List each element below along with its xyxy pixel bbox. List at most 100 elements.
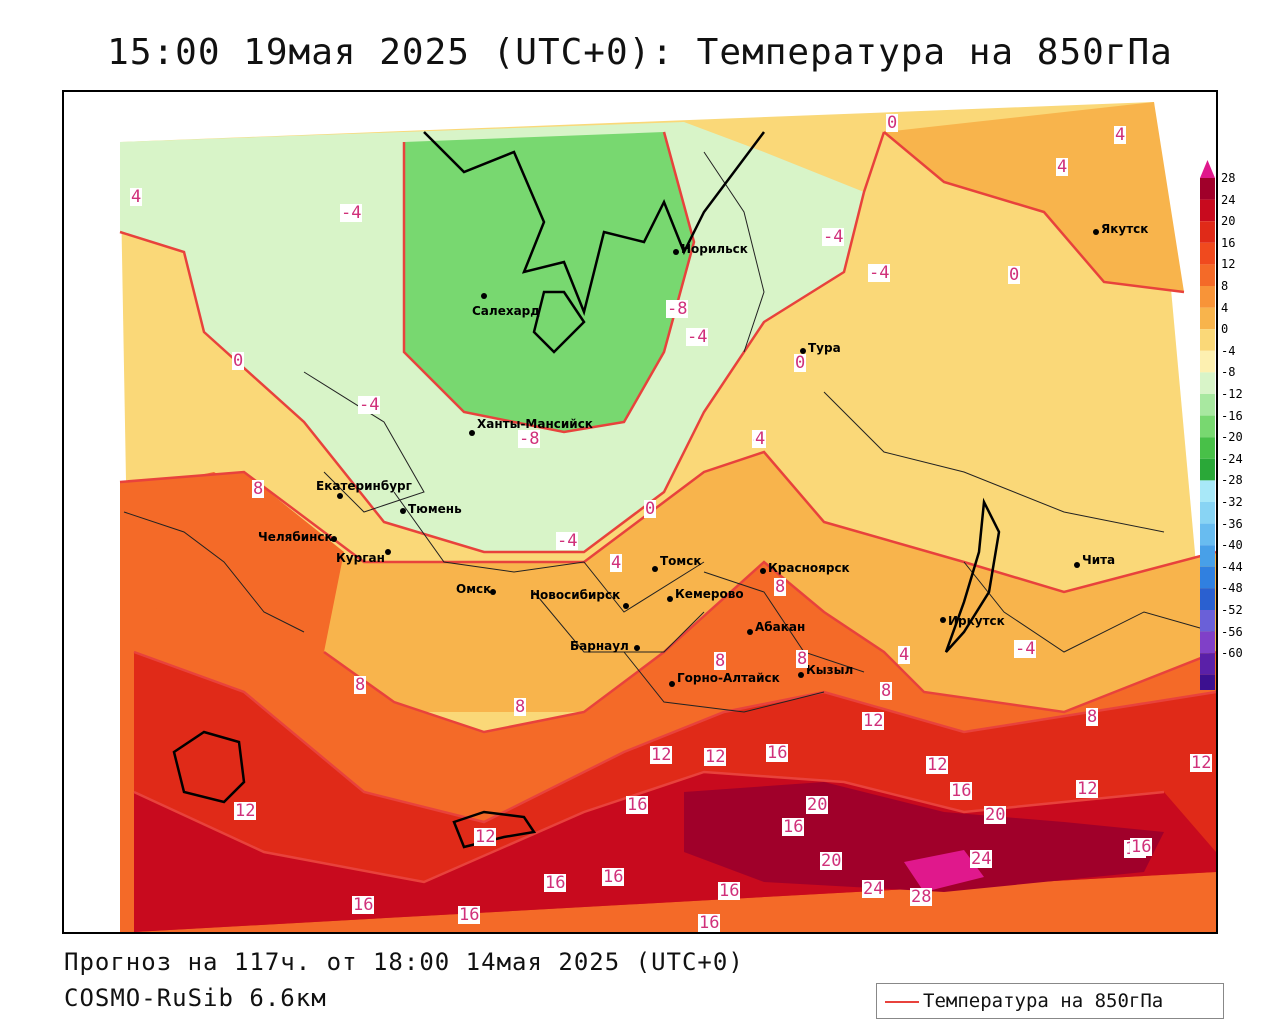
colorbar-tick-label: -44: [1221, 559, 1243, 574]
colorbar-tick-label: -48: [1221, 581, 1243, 596]
city-dot: [1093, 229, 1099, 235]
colorbar-swatch: [1200, 329, 1215, 351]
city-dot: [673, 249, 679, 255]
contour-label: 16: [950, 781, 973, 801]
contour-label: 16: [766, 743, 789, 763]
contour-label: 24: [862, 879, 885, 899]
contour-label: 16: [698, 913, 721, 933]
colorbar-top-arrow: [1200, 160, 1215, 178]
colorbar-swatch: [1200, 437, 1215, 459]
contour-label: 4: [610, 553, 623, 573]
contour-label: 4: [898, 645, 911, 665]
legend-box: Температура на 850гПа: [876, 983, 1224, 1019]
contour-label: 4: [1056, 157, 1069, 177]
colorbar-tick-label: -20: [1221, 430, 1243, 445]
colorbar-swatch: [1200, 350, 1215, 373]
contour-label: 8: [252, 479, 265, 499]
colorbar-tick-label: -40: [1221, 538, 1243, 553]
colorbar-swatch: [1200, 415, 1215, 438]
city-dot: [623, 603, 629, 609]
model-name: COSMO-RuSib 6.6км: [64, 984, 327, 1012]
contour-label: 20: [820, 851, 843, 871]
contour-label: 16: [602, 867, 625, 887]
map-canvas: [119, 102, 1216, 932]
colorbar-swatch: [1200, 674, 1215, 690]
contour-label: -8: [518, 429, 541, 449]
colorbar-tick-label: -28: [1221, 473, 1243, 488]
contour-label: -4: [868, 263, 891, 283]
colorbar-swatch: [1200, 307, 1215, 330]
contour-label: 8: [354, 675, 367, 695]
contour-label: -4: [686, 327, 709, 347]
city-dot: [667, 596, 673, 602]
band-colder: [404, 132, 694, 432]
city-label: Кемерово: [675, 587, 744, 601]
city-label: Ханты-Мансийск: [477, 417, 593, 431]
contour-label: 20: [984, 805, 1007, 825]
colorbar-tick-label: -8: [1221, 365, 1236, 380]
contour-label: 24: [970, 849, 993, 869]
city-dot: [800, 348, 806, 354]
city-dot: [331, 536, 337, 542]
city-label: Чита: [1082, 553, 1116, 567]
colorbar-tick-label: 0: [1221, 322, 1229, 337]
contour-label: 28: [910, 887, 933, 907]
contour-label: 12: [474, 827, 497, 847]
band-4-8: [120, 452, 1216, 712]
city-label: Салехард: [472, 304, 540, 318]
contour-label: 12: [704, 747, 727, 767]
contour-label: 8: [1086, 707, 1099, 727]
isotherms: [119, 131, 1216, 884]
contour-label: 4: [754, 429, 767, 449]
contour-label: -4: [358, 395, 381, 415]
colorbar-tick-label: 8: [1221, 279, 1229, 293]
city-dot: [469, 430, 475, 436]
band-4-8-ne: [884, 102, 1184, 292]
contour-label: -8: [666, 299, 689, 319]
contour-label: 16: [626, 795, 649, 815]
city-dot: [747, 629, 753, 635]
city-label: Томск: [660, 554, 702, 568]
city-dot: [337, 493, 343, 499]
colorbar-swatch: [1200, 221, 1215, 243]
colorbar-swatch: [1200, 566, 1215, 589]
city-dot: [400, 508, 406, 514]
colorbar-tick-label: -52: [1221, 603, 1243, 617]
city-label: Тура: [808, 341, 841, 355]
city-dot: [669, 681, 675, 687]
colorbar-swatch: [1200, 458, 1215, 481]
city-label: Абакан: [755, 620, 806, 634]
colorbar-swatch: [1200, 653, 1215, 675]
colorbar-tick-label: -56: [1221, 624, 1243, 639]
city-dot: [652, 566, 658, 572]
colorbar-swatch: [1200, 588, 1215, 610]
temperature-map[interactable]: Норильск Салехард Тура Якутск Ханты-Манс…: [62, 90, 1218, 934]
contour-label: 4: [1114, 125, 1127, 145]
contour-label: 12: [862, 711, 885, 731]
city-label: Барнаул: [570, 639, 629, 653]
contour-label: 16: [718, 881, 741, 901]
contour-label: 16: [782, 817, 805, 837]
colorbar-tick-label: -36: [1221, 516, 1243, 531]
contour-label: 0: [644, 499, 657, 519]
colorbar-swatch: [1200, 545, 1215, 567]
contour-label: 0: [794, 353, 807, 373]
colorbar-tick-label: -12: [1221, 387, 1243, 401]
colorbar-tick-label: 4: [1221, 300, 1229, 315]
city-dot: [1074, 562, 1080, 568]
contour-label: 8: [796, 649, 809, 669]
city-label: Красноярск: [768, 561, 850, 575]
band-20-24: [684, 782, 1164, 892]
contour-label: 4: [130, 187, 143, 207]
colorbar-swatch: [1200, 523, 1215, 546]
forecast-info: Прогноз на 117ч. от 18:00 14мая 2025 (UT…: [64, 948, 744, 976]
city-dot: [760, 568, 766, 574]
colorbar-swatch: [1200, 242, 1215, 265]
colorbar-tick-label: -16: [1221, 408, 1243, 423]
contour-label: 0: [886, 113, 899, 133]
band-16-20: [134, 772, 1216, 932]
city-label: Челябинск: [258, 530, 333, 544]
colorbar-swatch: [1200, 502, 1215, 524]
city-label: Норильск: [681, 242, 748, 256]
contour-label: 12: [1190, 753, 1213, 773]
